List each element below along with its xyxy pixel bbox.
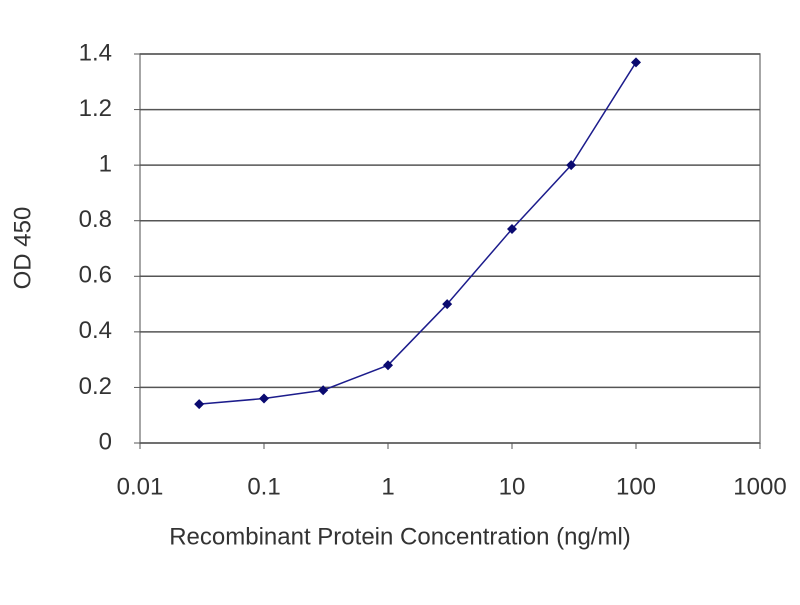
- data-point: [442, 299, 453, 310]
- x-tick-label: 0.1: [247, 473, 280, 500]
- data-point: [194, 399, 205, 410]
- x-axis-label: Recombinant Protein Concentration (ng/ml…: [169, 523, 631, 550]
- data-point: [566, 160, 577, 171]
- plot-area: [139, 53, 761, 444]
- y-tick-label: 0.2: [79, 373, 112, 400]
- x-tick-label: 0.01: [117, 473, 164, 500]
- x-tick-label: 100: [616, 473, 656, 500]
- data-point: [507, 224, 517, 235]
- y-tick-label: 0.4: [79, 317, 112, 344]
- x-tick-label: 10: [499, 473, 526, 500]
- x-tick-label: 1000: [733, 473, 786, 500]
- y-tick-label: 0: [99, 428, 112, 455]
- y-tick-label: 1: [99, 150, 112, 177]
- data-point: [631, 57, 641, 68]
- data-point: [383, 360, 393, 371]
- x-tick-label: 1: [381, 473, 394, 500]
- data-point: [259, 393, 269, 404]
- data-point: [318, 385, 329, 396]
- y-tick-label: 0.8: [79, 206, 112, 233]
- y-tick-label: 1.4: [79, 39, 112, 66]
- y-axis-label: OD 450: [9, 207, 36, 290]
- y-tick-label: 0.6: [79, 262, 112, 289]
- data-line: [199, 61, 637, 405]
- y-tick-label: 1.2: [79, 95, 112, 122]
